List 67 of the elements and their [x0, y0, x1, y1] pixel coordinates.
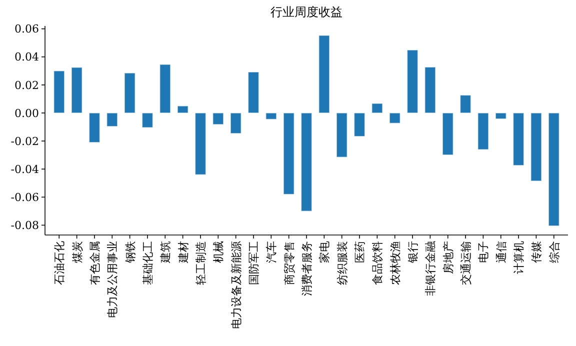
x-tick-label: 电子 [477, 241, 490, 263]
x-tick-label: 建筑 [159, 241, 172, 264]
x-tick-label: 计算机 [512, 241, 526, 274]
bar [512, 112, 524, 166]
bar [530, 112, 542, 182]
bar [300, 112, 312, 212]
x-tick-label: 通信 [494, 241, 508, 263]
bar [53, 70, 65, 114]
x-tick-label: 农林牧渔 [388, 241, 402, 285]
bar [477, 112, 489, 150]
bar [283, 112, 295, 195]
bar [230, 112, 242, 134]
x-tick-label: 石油石化 [53, 241, 66, 285]
x-tick-label: 交通运输 [460, 241, 473, 285]
x-tick-label: 轻工制造 [194, 241, 208, 285]
x-tick-label: 综合 [548, 241, 561, 263]
y-tick-label: -0.04 [10, 162, 39, 176]
x-tick-label: 基础化工 [141, 241, 154, 285]
bar [194, 112, 206, 176]
bar [265, 112, 277, 120]
x-tick-label: 食品饮料 [371, 241, 384, 285]
x-tick-label: 有色金属 [88, 241, 102, 285]
x-tick-label: 汽车 [265, 241, 278, 263]
y-tick-label: 0.04 [14, 50, 39, 64]
y-tick-label: -0.08 [10, 219, 39, 232]
bar [248, 72, 260, 114]
bar [336, 112, 348, 158]
y-tick-label: 0.00 [14, 106, 39, 120]
x-tick-label: 煤炭 [70, 241, 84, 263]
y-tick-label: -0.06 [10, 190, 39, 204]
x-tick-label: 非银行金融 [424, 241, 438, 296]
bar [495, 112, 507, 120]
bar [177, 106, 189, 114]
chart-title: 行业周度收益 [270, 5, 342, 19]
bar [548, 112, 560, 226]
bar [318, 35, 330, 114]
bar [442, 112, 454, 156]
y-tick-label: 0.06 [14, 22, 39, 36]
bar [460, 94, 472, 114]
x-tick-label: 机械 [212, 241, 226, 263]
x-tick-label: 传媒 [530, 241, 544, 263]
x-tick-label: 国防军工 [247, 241, 260, 285]
x-tick-label: 医药 [354, 241, 367, 263]
bar [354, 112, 366, 137]
bar [106, 112, 118, 127]
bar [159, 64, 171, 114]
bar [142, 112, 154, 128]
bar [406, 50, 418, 114]
bar [212, 112, 224, 125]
y-tick-label: -0.02 [10, 134, 39, 148]
bar [124, 72, 136, 114]
bar [71, 66, 83, 114]
bar [371, 103, 383, 114]
y-tick-label: 0.02 [14, 78, 39, 92]
x-tick-label: 建材 [176, 241, 190, 264]
bar [424, 66, 436, 114]
x-tick-label: 电力及公用事业 [106, 241, 120, 318]
x-tick-label: 商贸零售 [282, 241, 296, 285]
x-tick-label: 钢铁 [124, 241, 137, 264]
x-tick-label: 银行 [406, 241, 420, 264]
x-tick-label: 家电 [318, 241, 332, 263]
x-tick-label: 纺织服装 [336, 241, 349, 285]
x-tick-label: 电力设备及新能源 [230, 241, 243, 329]
bar [88, 112, 100, 143]
bar [389, 112, 401, 124]
x-tick-label: 房地产 [442, 241, 455, 274]
x-tick-label: 消费者服务 [300, 241, 314, 296]
